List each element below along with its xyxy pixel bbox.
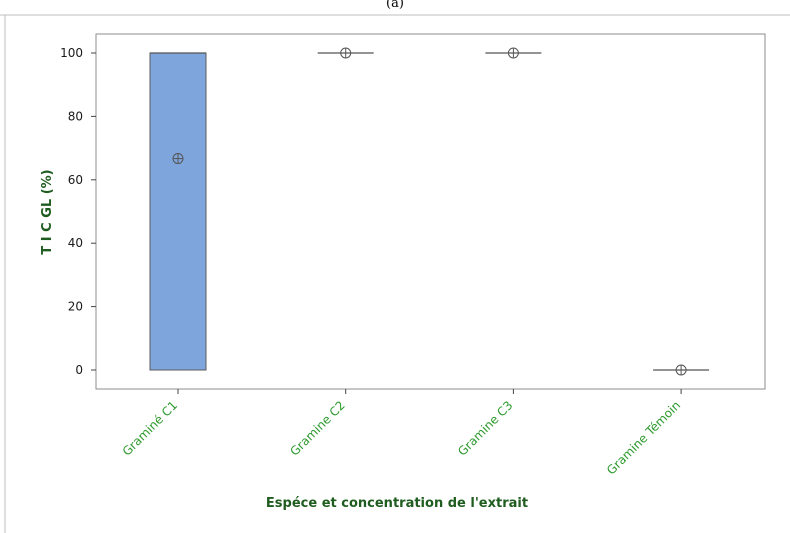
mean-marker-1 — [172, 153, 184, 165]
chart-header-label: (a) — [386, 0, 404, 11]
y-tick-label: 80 — [68, 109, 83, 123]
y-tick-label: 20 — [68, 300, 83, 314]
x-axis-title: Espéce et concentration de l'extrait — [266, 496, 528, 511]
x-axis: Graminé C1 Gramine C2 Gramine C3 Gramine Té… — [120, 389, 683, 477]
y-axis-title: T I C GL (%) — [40, 169, 55, 254]
x-tick-label: Graminé C1 — [120, 398, 180, 458]
y-axis: 0 20 40 60 80 100 — [60, 46, 96, 377]
box-series — [149, 52, 710, 371]
mean-markers — [172, 47, 687, 376]
y-tick-label: 100 — [60, 46, 83, 60]
x-tick-label: Gramine C2 — [287, 398, 347, 458]
plot-area-border — [95, 33, 766, 390]
y-tick-label: 0 — [75, 363, 83, 377]
y-tick-label: 40 — [68, 236, 83, 250]
y-tick-label: 60 — [68, 173, 83, 187]
mean-marker-2 — [340, 47, 352, 59]
box-1 — [149, 52, 207, 371]
mean-marker-3 — [507, 47, 519, 59]
mean-marker-4 — [675, 364, 687, 376]
x-tick-label: Gramine C3 — [455, 398, 515, 458]
x-tick-label: Gramine Témoin — [604, 398, 683, 477]
